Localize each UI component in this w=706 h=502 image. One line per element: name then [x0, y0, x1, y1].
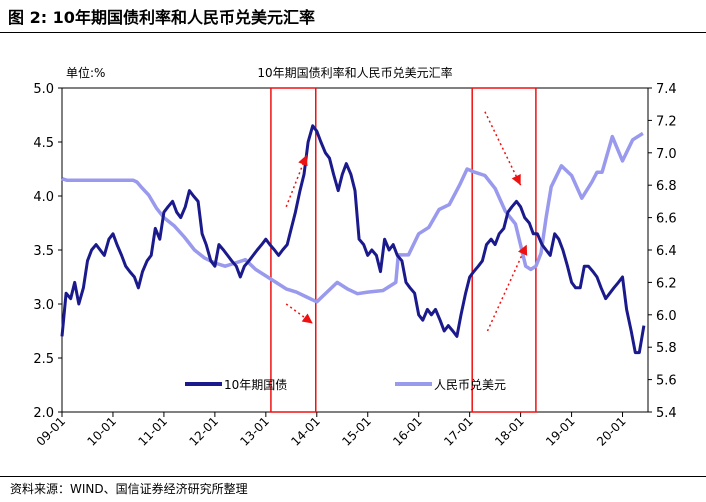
source-rule	[0, 476, 706, 477]
annotation-arrows	[285, 111, 528, 332]
y-right-tick-label: 6.8	[656, 179, 677, 194]
plot-frame	[61, 87, 649, 413]
y-right-tick-label: 5.4	[656, 406, 677, 421]
title-rule	[0, 32, 706, 33]
annotation-arrow-line	[484, 111, 522, 186]
x-tick-label: 14-01	[288, 414, 323, 449]
y-left-tick-label: 5.0	[33, 82, 54, 97]
x-tick-label: 10-01	[85, 414, 120, 449]
annotation-arrow-head	[301, 313, 313, 324]
axes: 2.0 2.5 3.0 3.5 4.0 4.5 5.0 5.4 5.6 5.8 6.0 6.2 6.4 6…	[33, 82, 676, 449]
y-right-tick-label: 7.2	[656, 114, 677, 129]
y-right-tick-label: 6.4	[656, 244, 677, 259]
highlight-boxes	[270, 87, 537, 413]
y-left-tick-label: 4.5	[33, 136, 54, 151]
series-lines	[60, 124, 646, 355]
legend-label-fx: 人民币兑美元	[434, 378, 506, 392]
y-right-tick-label: 7.4	[656, 82, 677, 97]
x-tick-label: 12-01	[186, 414, 221, 449]
y-right-tick-label: 5.8	[656, 341, 677, 356]
y-left-tick-label: 3.0	[33, 298, 54, 313]
x-tick-label: 20-01	[594, 414, 629, 449]
annotation-arrow-head	[298, 154, 308, 167]
x-tick-label: 18-01	[492, 414, 527, 449]
x-tick-label: 17-01	[441, 414, 476, 449]
source-note: 资料来源：WIND、国信证券经济研究所整理	[10, 482, 248, 496]
legend: 10年期国债 人民币兑美元	[185, 378, 506, 392]
y-left-tick-label: 2.0	[33, 406, 54, 421]
legend-label-bond: 10年期国债	[224, 378, 287, 392]
y-right-tick-label: 5.6	[656, 374, 677, 389]
y-left-tick-label: 3.5	[33, 244, 54, 259]
annotation-arrow-head	[518, 244, 528, 256]
annotation-arrow-line	[285, 303, 314, 325]
chart-title: 10年期国债利率和人民币兑美元汇率	[257, 65, 452, 80]
y-left-tick-label: 2.5	[33, 352, 54, 367]
y-right-tick-label: 6.0	[656, 309, 677, 324]
x-tick-label: 19-01	[543, 414, 578, 449]
series-line-fx	[61, 131, 644, 304]
figure-title: 图 2: 10年期国债利率和人民币兑美元汇率	[8, 8, 315, 27]
annotation-arrow-line	[486, 244, 528, 332]
y-right-tick-label: 7.0	[656, 147, 677, 162]
y-right-tick-label: 6.2	[656, 276, 677, 291]
y-left-tick-label: 4.0	[33, 190, 54, 205]
x-tick-label: 16-01	[390, 414, 425, 449]
highlight-box	[471, 87, 537, 413]
x-tick-label: 15-01	[339, 414, 374, 449]
series-line-bond	[60, 124, 646, 355]
unit-label: 单位:%	[66, 65, 105, 80]
y-right-tick-label: 6.6	[656, 212, 677, 227]
x-tick-label: 13-01	[237, 414, 272, 449]
x-tick-label: 11-01	[135, 414, 170, 449]
annotation-arrow-head	[511, 174, 521, 186]
highlight-box	[270, 87, 317, 413]
